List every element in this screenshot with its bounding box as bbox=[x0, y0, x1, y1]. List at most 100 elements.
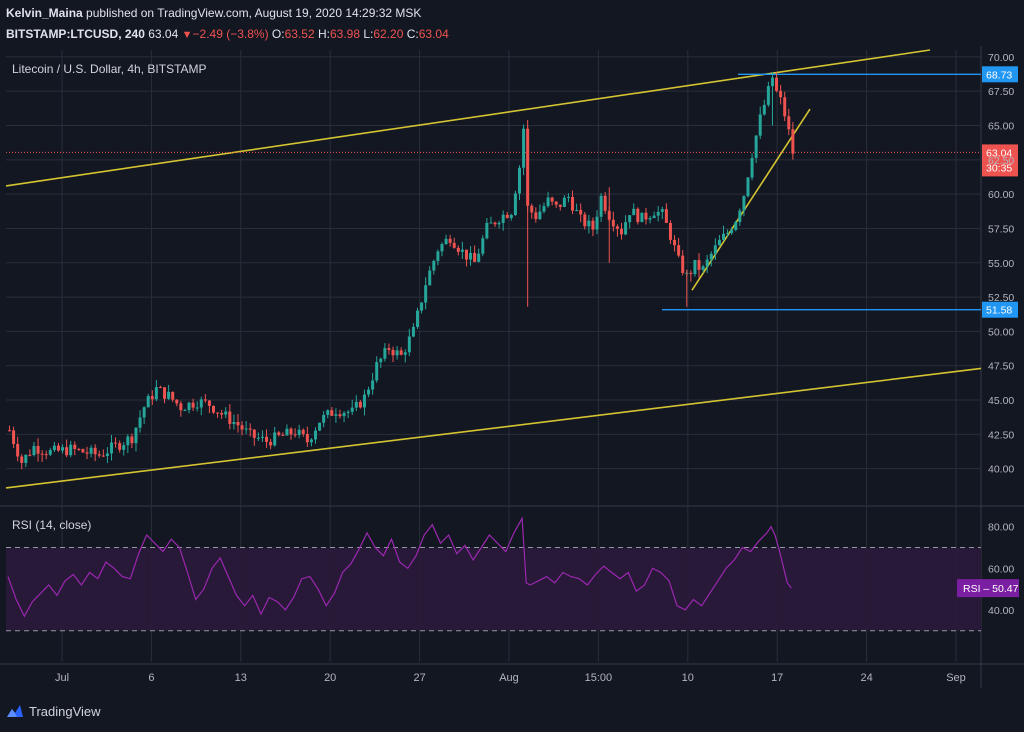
candle-body bbox=[530, 205, 534, 213]
y-tick-label: 67.50 bbox=[988, 86, 1014, 98]
lower-channel-line bbox=[5, 367, 982, 489]
candle-body bbox=[110, 442, 113, 454]
candle-body bbox=[542, 206, 546, 212]
candle-body bbox=[599, 195, 603, 217]
candle-body bbox=[40, 453, 44, 455]
candle-body bbox=[717, 239, 721, 246]
candle-body bbox=[175, 399, 179, 404]
candle-body bbox=[387, 348, 391, 350]
candle-body bbox=[656, 211, 660, 216]
rsi-indicator: RSI – 50.47 bbox=[7, 516, 1019, 618]
x-tick-label: 13 bbox=[235, 672, 247, 684]
candle-body bbox=[424, 285, 428, 303]
author-name[interactable]: Kelvin_Maina bbox=[6, 6, 83, 20]
candle-body bbox=[505, 214, 509, 218]
candle-body bbox=[367, 389, 371, 395]
candle-body bbox=[575, 209, 579, 211]
y-tick-label: 47.50 bbox=[988, 361, 1014, 373]
candle-body bbox=[305, 433, 309, 443]
candle-body bbox=[391, 349, 395, 356]
candle-body bbox=[150, 396, 154, 400]
candle-body bbox=[713, 245, 717, 254]
candle-body bbox=[550, 197, 554, 202]
x-tick-label: Jul bbox=[55, 672, 69, 684]
candle-body bbox=[101, 455, 105, 457]
candle-body bbox=[326, 410, 330, 415]
candle-body bbox=[32, 445, 36, 456]
candle-body bbox=[726, 232, 730, 234]
candle-body bbox=[501, 214, 505, 223]
candle-body bbox=[403, 352, 407, 355]
candle-body bbox=[701, 266, 705, 270]
candle-body bbox=[171, 391, 175, 400]
candle-body bbox=[722, 233, 725, 240]
candle-body bbox=[375, 362, 379, 381]
candle-body bbox=[762, 104, 766, 115]
tradingview-logo-icon bbox=[7, 705, 23, 717]
symbol-name[interactable]: BITSTAMP:LTCUSD, 240 bbox=[6, 27, 145, 41]
candle-body bbox=[640, 212, 644, 223]
candle-body bbox=[252, 429, 256, 438]
rsi-y-tick-label: 60.00 bbox=[988, 563, 1014, 575]
x-tick-label: 17 bbox=[771, 672, 783, 684]
y-tick-label: 65.00 bbox=[988, 121, 1014, 133]
candle-body bbox=[118, 443, 122, 450]
candle-body bbox=[738, 210, 742, 223]
candle-body bbox=[652, 215, 656, 219]
candle-body bbox=[399, 350, 403, 355]
candle-body bbox=[477, 253, 481, 262]
candle-body bbox=[783, 97, 787, 117]
candle-body bbox=[114, 442, 118, 444]
candle-body bbox=[546, 197, 550, 207]
candle-body bbox=[554, 201, 558, 205]
candle-body bbox=[16, 443, 20, 457]
candle-body bbox=[65, 447, 69, 456]
candle-body bbox=[677, 245, 681, 256]
candle-body bbox=[444, 238, 448, 245]
candle-body bbox=[81, 449, 85, 453]
tradingview-footer[interactable]: TradingView bbox=[6, 703, 101, 719]
candle-body bbox=[697, 259, 701, 270]
price-change: −2.49 (−3.8%) bbox=[192, 27, 269, 41]
y-tick-label: 40.00 bbox=[988, 464, 1014, 476]
ohlc-close-label: C: bbox=[406, 27, 419, 41]
candle-body bbox=[558, 204, 562, 207]
trendlines[interactable] bbox=[5, 49, 982, 489]
x-tick-label: 27 bbox=[413, 672, 425, 684]
candle-body bbox=[69, 444, 73, 456]
candles[interactable] bbox=[8, 71, 795, 470]
candle-body bbox=[620, 228, 623, 235]
candle-body bbox=[534, 212, 538, 220]
candle-body bbox=[489, 222, 493, 224]
ohlc-open: 63.52 bbox=[284, 27, 315, 41]
candle-body bbox=[44, 454, 48, 456]
candle-body bbox=[122, 445, 126, 450]
candle-body bbox=[411, 326, 415, 337]
candle-body bbox=[134, 427, 138, 444]
candle-body bbox=[354, 401, 358, 408]
candle-body bbox=[216, 412, 220, 414]
candle-body bbox=[493, 222, 497, 225]
candle-body bbox=[346, 411, 350, 413]
ohlc-low-label: L: bbox=[363, 27, 374, 41]
horizontal-lines[interactable]: 68.73 51.58 63.04 30:35 bbox=[6, 66, 1018, 318]
candle-body bbox=[269, 441, 273, 446]
candle-body bbox=[603, 195, 607, 211]
candle-body bbox=[469, 252, 473, 260]
candle-body bbox=[358, 401, 362, 408]
publish-text: published on TradingView.com, August 19,… bbox=[86, 6, 422, 20]
y-tick-label: 70.00 bbox=[988, 52, 1014, 64]
candle-body bbox=[61, 447, 65, 451]
candle-body bbox=[371, 380, 375, 390]
candle-body bbox=[758, 114, 762, 136]
ohlc-low: 62.20 bbox=[373, 27, 404, 41]
candle-body bbox=[265, 436, 269, 442]
candle-body bbox=[281, 434, 285, 436]
ohlc-close: 63.04 bbox=[418, 27, 449, 41]
candle-body bbox=[146, 396, 150, 408]
candle-body bbox=[322, 414, 326, 423]
candle-body bbox=[318, 422, 322, 431]
candle-body bbox=[20, 456, 24, 463]
candle-body bbox=[681, 255, 685, 273]
